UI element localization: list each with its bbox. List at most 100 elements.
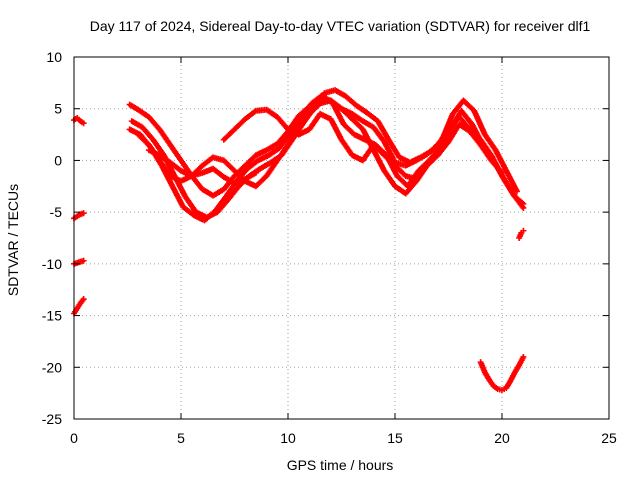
data-trace-segment xyxy=(489,158,504,175)
data-trace-segment xyxy=(140,125,156,142)
data-trace-segment xyxy=(512,363,522,375)
data-trace-segment xyxy=(181,205,196,218)
x-tick-label: 25 xyxy=(601,430,617,446)
data-trace-segment xyxy=(487,378,496,388)
data-trace-segment xyxy=(446,122,462,144)
data-trace-segment xyxy=(275,115,290,132)
data-trace-segment xyxy=(136,107,151,120)
data-trace-segment xyxy=(151,138,166,157)
data-trace-segment xyxy=(200,155,215,168)
data-trace-segment xyxy=(504,169,520,193)
data-point xyxy=(80,257,87,264)
data-trace-segment xyxy=(333,87,348,99)
data-trace-segment xyxy=(365,110,380,124)
series-trace-6 xyxy=(145,147,259,187)
data-trace-segment xyxy=(78,297,86,305)
data-trace-segment xyxy=(429,138,444,153)
data-trace-segment xyxy=(491,383,500,391)
plot-frame xyxy=(73,56,610,420)
y-tick-label: -20 xyxy=(42,359,62,375)
data-trace-segment xyxy=(482,370,492,382)
data-trace-segment xyxy=(350,117,365,132)
data-trace-segment xyxy=(168,143,184,163)
data-trace-segment xyxy=(254,174,269,189)
data-point xyxy=(413,176,420,183)
data-trace-segment xyxy=(245,158,260,171)
data-point xyxy=(499,169,505,176)
data-trace-segment xyxy=(339,106,355,121)
data-trace-segment xyxy=(419,149,433,160)
y-tick-label: -5 xyxy=(50,204,63,220)
data-trace-segment xyxy=(222,174,236,186)
data-trace-segment xyxy=(267,145,282,158)
data-trace-segment xyxy=(307,112,323,131)
data-trace-segment xyxy=(382,153,397,168)
data-trace-segment xyxy=(403,179,419,196)
series-early-a xyxy=(71,115,87,127)
chart-title: Day 117 of 2024, Sidereal Day-to-day VTE… xyxy=(90,18,591,34)
data-trace-segment xyxy=(136,132,151,147)
data-trace-segment xyxy=(467,129,483,147)
y-tick-label: -10 xyxy=(42,256,62,272)
data-trace-segment xyxy=(493,148,509,173)
data-points xyxy=(71,87,527,394)
data-trace-segment xyxy=(221,158,237,173)
data-trace-segment xyxy=(221,127,237,142)
data-trace-segment xyxy=(457,122,472,134)
data-trace-segment xyxy=(128,102,140,112)
data-trace-segment xyxy=(339,138,355,157)
data-trace-segment xyxy=(354,103,369,115)
data-trace-segment xyxy=(375,119,391,142)
x-tick-label: 15 xyxy=(387,430,403,446)
x-tick-label: 20 xyxy=(494,430,510,446)
data-trace-segment xyxy=(170,184,186,209)
data-trace-segment xyxy=(296,112,312,131)
data-trace-segment xyxy=(130,119,144,130)
grid-lines xyxy=(74,57,609,419)
data-trace-segment xyxy=(393,163,408,178)
data-trace-segment xyxy=(382,169,398,188)
data-trace-segment xyxy=(168,160,183,173)
data-trace-segment xyxy=(329,98,344,111)
x-tick-label: 5 xyxy=(177,430,185,446)
data-trace-segment xyxy=(226,184,241,202)
series-late-trace xyxy=(516,227,527,241)
data-trace-segment xyxy=(211,166,226,179)
data-trace-segment xyxy=(382,140,398,165)
data-point xyxy=(80,210,87,217)
data-trace-segment xyxy=(459,109,474,126)
data-trace-segment xyxy=(275,143,291,163)
y-tick-label: 0 xyxy=(54,152,62,168)
data-trace-segment xyxy=(213,194,228,213)
y-tick-label: -15 xyxy=(42,308,62,324)
axis-ticks: 0 5 10 15 20 25 -25 -20 -15 -10 -5 0 5 10 xyxy=(42,49,617,446)
data-trace-segment xyxy=(307,101,322,116)
data-trace-segment xyxy=(350,111,365,124)
data-trace-segment xyxy=(516,231,524,240)
data-trace-segment xyxy=(202,209,217,223)
data-trace-segment xyxy=(508,371,517,383)
data-trace-segment xyxy=(72,307,80,315)
data-trace-segment xyxy=(448,109,464,131)
data-trace-segment xyxy=(232,117,248,132)
data-trace-segment xyxy=(183,195,199,214)
data-trace-segment xyxy=(516,355,526,367)
data-point xyxy=(520,227,527,234)
data-point xyxy=(80,120,87,127)
data-trace-segment xyxy=(215,197,231,214)
data-trace-segment xyxy=(75,301,83,310)
series-late-dip xyxy=(477,353,527,394)
data-trace-segment xyxy=(264,158,280,178)
x-axis-label: GPS time / hours xyxy=(287,457,394,473)
data-trace-segment xyxy=(425,153,440,168)
data-trace-segment xyxy=(504,379,513,390)
y-tick-label: -25 xyxy=(42,411,62,427)
data-trace-segment xyxy=(258,160,273,171)
data-trace-segment xyxy=(386,138,402,159)
data-trace-segment xyxy=(341,122,357,137)
data-trace-segment xyxy=(371,148,387,173)
data-trace-segment xyxy=(471,109,488,137)
data-trace-segment xyxy=(437,127,453,150)
data-trace-segment xyxy=(265,141,279,153)
